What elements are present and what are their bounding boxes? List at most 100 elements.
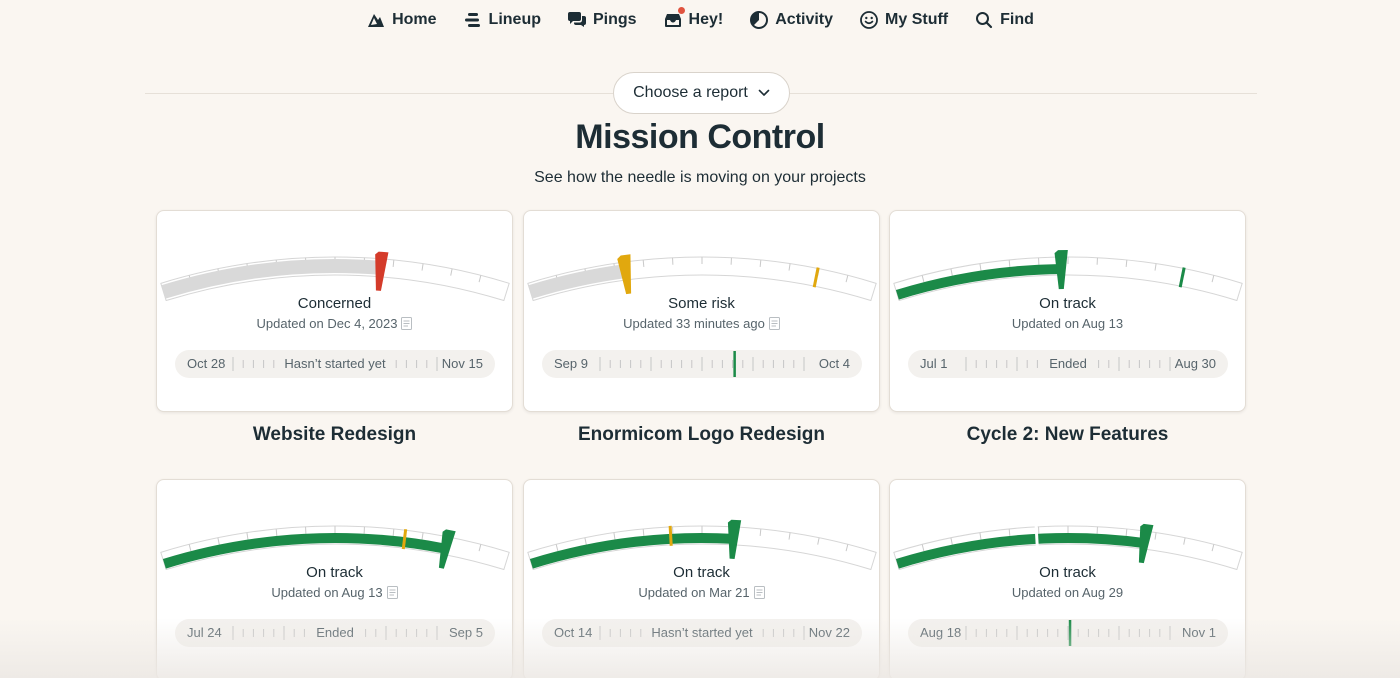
document-icon[interactable] (386, 586, 398, 599)
nav-home[interactable]: Home (366, 10, 437, 30)
gauge-tick (1154, 263, 1157, 271)
gauge-tick (450, 268, 453, 276)
project-card[interactable]: On track Updated on Aug 29 Aug 18 Nov 1 (889, 479, 1246, 678)
timeline-end-date: Aug 30 (1174, 356, 1216, 371)
nav-hey[interactable]: Hey! (663, 6, 724, 30)
chevron-down-icon (758, 89, 770, 96)
timeline-end-date: Nov 1 (1182, 625, 1216, 640)
nav-lineup[interactable]: Lineup (463, 10, 541, 30)
nav-my-stuff-label: My Stuff (885, 11, 949, 28)
gauge-tick (217, 537, 220, 545)
timeline-ticks (232, 626, 438, 640)
nav-hey-label: Hey! (688, 11, 724, 28)
timeline-ticks (599, 351, 805, 377)
progress-gauge (527, 519, 877, 570)
updated-text: Updated on Dec 4, 2023 (256, 316, 398, 331)
gauge-tick (613, 532, 616, 540)
search-icon (976, 12, 993, 29)
gauge-tick (246, 532, 249, 540)
status-label: Concerned (297, 295, 372, 312)
timeline-end-date: Nov 15 (441, 356, 483, 371)
gauge-tick (788, 532, 791, 540)
date-timeline: Oct 28 Hasn’t started yet Nov 15 (175, 350, 495, 378)
gauge-tick (1125, 528, 1128, 536)
updated-info: Updated on Aug 13 (890, 316, 1245, 331)
status-label: On track (1039, 295, 1096, 312)
project-title[interactable]: Website Redesign (252, 424, 417, 445)
gauge-needle[interactable] (375, 251, 389, 291)
gauge-fill (529, 533, 734, 569)
gauge-needle[interactable] (727, 519, 742, 559)
gauge-needle[interactable] (1054, 249, 1068, 290)
gauge-tick (392, 528, 395, 536)
gauge-tick (275, 528, 278, 536)
gauge-tick (788, 263, 791, 271)
status-label: Some risk (668, 295, 735, 312)
nav-pings[interactable]: Pings (567, 10, 637, 30)
gauge-tick (642, 259, 645, 267)
gauge-tick (1008, 259, 1011, 267)
nav-find-label: Find (1000, 11, 1034, 28)
gauge-tick (1008, 528, 1011, 536)
nav-find[interactable]: Find (974, 10, 1034, 30)
document-icon[interactable] (768, 317, 780, 330)
project-card[interactable]: Some risk Updated 33 minutes ago Sep 9 O… (523, 210, 880, 412)
document-icon[interactable] (401, 317, 413, 330)
date-timeline: Sep 9 Oct 4 (542, 350, 862, 378)
updated-info: Updated on Aug 29 (890, 585, 1245, 600)
updated-info: Updated on Dec 4, 2023 (157, 316, 512, 331)
project-card[interactable]: On track Updated on Mar 21 Oct 14 Hasn’t… (523, 479, 880, 678)
updated-text: Updated on Aug 29 (1011, 585, 1124, 600)
nav-activity-label: Activity (775, 11, 834, 28)
top-nav: Home Lineup Pings Hey! Activity My Stuff… (0, 0, 1400, 40)
page-subtitle: See how the needle is moving on your pro… (534, 169, 866, 186)
gauge-needle[interactable] (1138, 523, 1154, 564)
gauge-tick (392, 259, 395, 267)
nav-lineup-label: Lineup (488, 11, 541, 28)
timeline-end-date: Sep 5 (449, 625, 483, 640)
gauge-tick (759, 528, 762, 536)
updated-text: Updated 33 minutes ago (623, 316, 765, 331)
nav-activity[interactable]: Activity (749, 10, 833, 30)
progress-gauge (160, 251, 510, 301)
updated-text: Updated on Mar 21 (638, 585, 750, 600)
status-label: On track (1039, 564, 1096, 581)
document-icon[interactable] (753, 586, 765, 599)
page-title: Mission Control (575, 118, 825, 156)
choose-report-dropdown[interactable]: Choose a report (613, 72, 790, 114)
status-label: On track (673, 564, 730, 581)
date-timeline: Oct 14 Hasn’t started yet Nov 22 (542, 619, 862, 647)
activity-pie-icon (750, 11, 769, 29)
project-title[interactable]: Enormicom Logo Redesign (577, 424, 826, 445)
gauge-tick (1211, 275, 1215, 283)
gauge-needle[interactable] (617, 254, 632, 295)
gauge-tick (979, 263, 982, 271)
project-title[interactable]: Cycle 2: New Features (966, 424, 1169, 445)
gauge-tick (1125, 259, 1128, 267)
progress-gauge (893, 523, 1243, 570)
gauge-expected-marker (401, 529, 408, 550)
gauge-needle[interactable] (438, 529, 456, 569)
gauge-tick (950, 268, 953, 276)
gauge-tick (1211, 544, 1215, 552)
notification-badge (676, 6, 686, 15)
gauge-tick (478, 275, 482, 283)
gauge-tick (642, 528, 645, 536)
gauge-fill (528, 264, 627, 299)
date-timeline: Aug 18 Nov 1 (908, 619, 1228, 647)
updated-info: Updated on Aug 13 (157, 585, 512, 600)
gauge-tick (845, 275, 849, 283)
timeline-end-date: Oct 4 (818, 356, 850, 371)
project-card[interactable]: On track Updated on Aug 13 Jul 1 Ended A… (889, 210, 1246, 412)
gauge-fill (161, 259, 381, 299)
project-card[interactable]: On track Updated on Aug 13 Jul 24 Ended … (156, 479, 513, 678)
updated-info: Updated 33 minutes ago (524, 316, 879, 331)
nav-my-stuff[interactable]: My Stuff (859, 10, 948, 30)
updated-text: Updated on Aug 13 (1011, 316, 1124, 331)
gauge-tick (979, 532, 982, 540)
timeline-start-date: Oct 14 (554, 625, 593, 640)
smiley-icon (860, 11, 878, 29)
project-card[interactable]: Concerned Updated on Dec 4, 2023 Oct 28 … (156, 210, 513, 412)
gauge-tick (1183, 537, 1186, 545)
gauge-expected-marker (812, 267, 820, 288)
